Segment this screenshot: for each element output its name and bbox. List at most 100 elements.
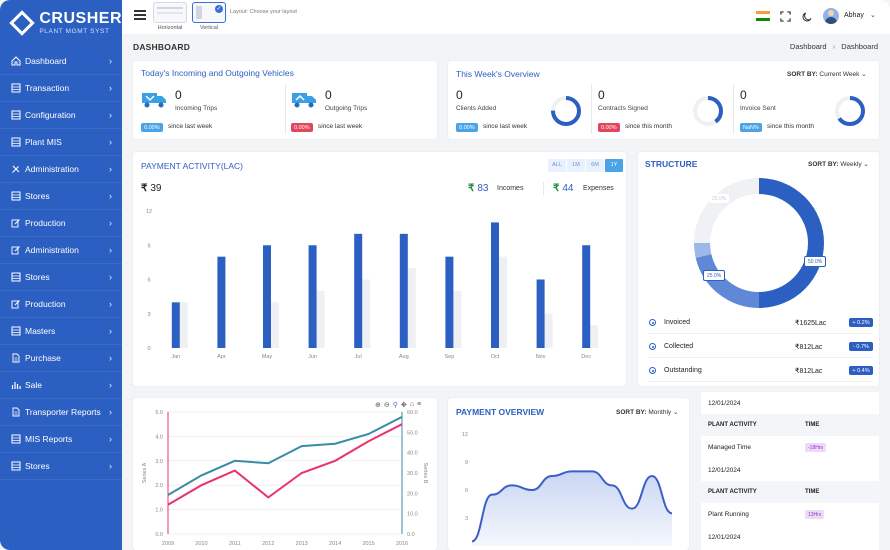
chevron-right-icon: › [109, 299, 112, 309]
menu-icon[interactable]: ≡ [417, 401, 422, 408]
y-right-tick-label: 60.0 [407, 410, 418, 416]
x-tick-label: Jan [171, 354, 180, 360]
pan-icon[interactable]: ✥ [400, 402, 407, 409]
y-left-tick-label: 2.0 [155, 483, 163, 489]
logo-mark-icon [9, 10, 35, 36]
structure-sort-dropdown[interactable]: SORT BY: Weekly ⌄ [808, 160, 869, 168]
outgoing-truck-icon [292, 93, 316, 108]
sort-value: Monthly [648, 409, 672, 416]
bar-primary [536, 279, 545, 348]
zoom-out-icon[interactable]: ⊖ [383, 402, 390, 409]
payment-activity-title: PAYMENT ACTIVITY(LAC) [141, 161, 244, 171]
india-flag-icon[interactable] [756, 11, 770, 21]
column-header: TIME [805, 489, 820, 495]
sidebar-item-mis-reports[interactable]: MIS Reports › [0, 426, 122, 453]
sidebar-item-sale[interactable]: Sale › [0, 372, 122, 399]
y-tick-label: 12 [462, 432, 468, 438]
breadcrumb-item-root[interactable]: Dashboard [789, 42, 827, 51]
brand-logo[interactable]: CRUSHER PLANT MGMT SYST [0, 0, 122, 46]
chevron-right-icon: › [109, 83, 112, 93]
overview-stat-ring [693, 96, 723, 126]
sidebar-item-label: Dashboard [25, 56, 67, 66]
donut-label-collected: 25.0% [703, 270, 726, 281]
structure-donut-chart [693, 178, 824, 308]
fullscreen-icon[interactable] [780, 11, 791, 22]
sidebar-item-production[interactable]: Production › [0, 210, 122, 237]
bar-chart-icon [11, 382, 21, 389]
sidebar-item-production[interactable]: Production › [0, 291, 122, 318]
sidebar-item-administration[interactable]: Administration › [0, 156, 122, 183]
zoom-in-icon[interactable]: ⊕ [375, 402, 381, 409]
bar-primary [171, 302, 180, 348]
home-icon [11, 56, 21, 66]
x-tick-label: Nov [536, 354, 546, 360]
menu-toggle-icon[interactable] [134, 10, 146, 20]
user-name[interactable]: Abhay [844, 12, 864, 19]
structure-row-name: Collected [664, 343, 694, 350]
sidebar-item-stores[interactable]: Stores › [0, 183, 122, 210]
series-line-2 [167, 423, 403, 506]
edit-icon [11, 300, 20, 309]
sidebar-item-dashboard[interactable]: Dashboard › [0, 48, 122, 75]
chevron-down-icon[interactable]: ⌄ [870, 12, 876, 19]
layout-horizontal-option[interactable] [153, 2, 187, 23]
sidebar-item-stores[interactable]: Stores › [0, 453, 122, 480]
sort-value: Weekly [840, 161, 862, 168]
layout-vertical-option[interactable]: ✓ [192, 2, 226, 23]
series-line-1 [167, 415, 403, 496]
topbar: Horizontal ✓ Vertical Layout: Choose you… [122, 0, 890, 34]
y-tick-label: 6 [465, 488, 468, 494]
payment-activity-bar-chart: 0 3 6 9 12 Jan Apr May Jun Jul Aug Sep Oct Nov Dec [146, 209, 599, 360]
bar-secondary [590, 325, 599, 348]
table-date-row: 12/01/2024 [701, 526, 879, 548]
user-avatar[interactable] [823, 8, 839, 24]
sidebar-item-administration[interactable]: Administration › [0, 237, 122, 264]
payment-incomes-value: 83 [477, 183, 489, 194]
dark-mode-icon[interactable] [802, 11, 813, 22]
bar-primary [217, 256, 226, 348]
structure-row-amount: ₹1625Lac [795, 319, 827, 327]
sidebar-item-plant-mis[interactable]: Plant MIS › [0, 129, 122, 156]
sidebar-item-configuration[interactable]: Configuration › [0, 102, 122, 129]
bullet-icon [649, 343, 656, 350]
sidebar-item-label: Production [25, 299, 66, 309]
range-button-1m[interactable]: 1M [567, 159, 585, 172]
bar-primary [308, 245, 317, 348]
payment-expenses: ₹44 [553, 183, 574, 194]
structure-title: STRUCTURE [645, 159, 698, 169]
x-tick-label: 2016 [396, 541, 408, 547]
range-button-1y[interactable]: 1Y [605, 159, 623, 172]
sidebar-item-stores[interactable]: Stores › [0, 264, 122, 291]
y-right-tick-label: 10.0 [407, 512, 418, 518]
bar-secondary [316, 290, 325, 348]
home-icon[interactable]: ⌂ [409, 401, 414, 408]
chevron-right-icon: › [109, 191, 112, 201]
search-icon[interactable]: ⚲ [392, 402, 398, 409]
chevron-right-icon: › [109, 56, 112, 66]
breadcrumb: Dashboard › Dashboard [786, 42, 878, 51]
overview-stat-since: since last week [483, 123, 528, 130]
series-line-card [133, 398, 437, 550]
chevron-right-icon: › [109, 461, 112, 471]
bar-secondary [362, 279, 371, 348]
x-tick-label: Dec [581, 354, 591, 360]
structure-row-invoiced: Invoiced ₹1625Lac + 0.2% [649, 312, 873, 334]
bar-primary [582, 245, 591, 348]
sidebar-item-masters[interactable]: Masters › [0, 318, 122, 345]
overview-sort-dropdown[interactable]: SORT BY: Current Week ⌄ [787, 70, 867, 78]
y-tick-label: 3 [465, 516, 468, 522]
expenses-label: Expenses [583, 185, 614, 192]
incoming-trips-count: 0 [175, 88, 182, 102]
sidebar-item-transaction[interactable]: Transaction › [0, 75, 122, 102]
sidebar-item-label: Purchase [25, 353, 61, 363]
range-button-all[interactable]: ALL [548, 159, 566, 172]
range-button-6m[interactable]: 6M [586, 159, 604, 172]
y-right-tick-label: 0.0 [407, 532, 415, 538]
chevron-right-icon: › [109, 272, 112, 282]
rupee-icon: ₹ [141, 183, 148, 194]
overview-stat-since: since this month [625, 123, 672, 130]
x-tick-label: 2012 [262, 541, 274, 547]
sidebar-item-transporter-reports[interactable]: Transporter Reports › [0, 399, 122, 426]
sidebar-item-purchase[interactable]: Purchase › [0, 345, 122, 372]
payment-overview-sort-dropdown[interactable]: SORT BY: Monthly ⌄ [616, 408, 678, 416]
